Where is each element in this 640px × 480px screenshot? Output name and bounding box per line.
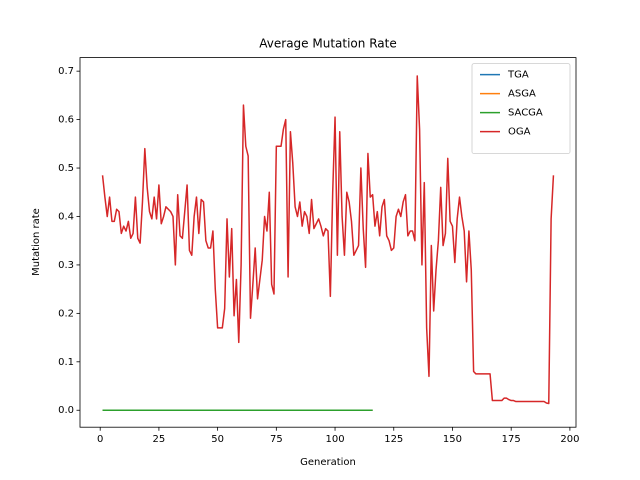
y-tick-label: 0.3 xyxy=(58,260,74,271)
x-axis-label: Generation xyxy=(300,457,356,468)
chart-title: Average Mutation Rate xyxy=(259,37,396,51)
legend-label: SACGA xyxy=(508,108,543,119)
x-tick-label: 125 xyxy=(384,434,403,445)
y-tick-label: 0.6 xyxy=(58,115,74,126)
y-axis-label: Mutation rate xyxy=(31,208,42,276)
legend-label: OGA xyxy=(508,127,531,138)
x-tick-label: 50 xyxy=(211,434,224,445)
x-tick-label: 100 xyxy=(325,434,344,445)
x-tick-label: 0 xyxy=(97,434,103,445)
y-tick-label: 0.7 xyxy=(58,66,74,77)
x-tick-label: 200 xyxy=(560,434,579,445)
y-tick-label: 0.1 xyxy=(58,357,74,368)
x-tick-label: 175 xyxy=(502,434,521,445)
y-tick-label: 0.0 xyxy=(58,405,74,416)
y-tick-label: 0.4 xyxy=(58,211,74,222)
series-line xyxy=(101,75,555,405)
plot-frame xyxy=(79,57,577,428)
legend-label: ASGA xyxy=(508,89,536,100)
x-tick-label: 150 xyxy=(443,434,462,445)
y-tick-label: 0.2 xyxy=(58,308,74,319)
x-tick-label: 75 xyxy=(270,434,283,445)
legend-label: TGA xyxy=(507,70,529,81)
x-tick-label: 25 xyxy=(153,434,166,445)
y-tick-label: 0.5 xyxy=(58,163,74,174)
